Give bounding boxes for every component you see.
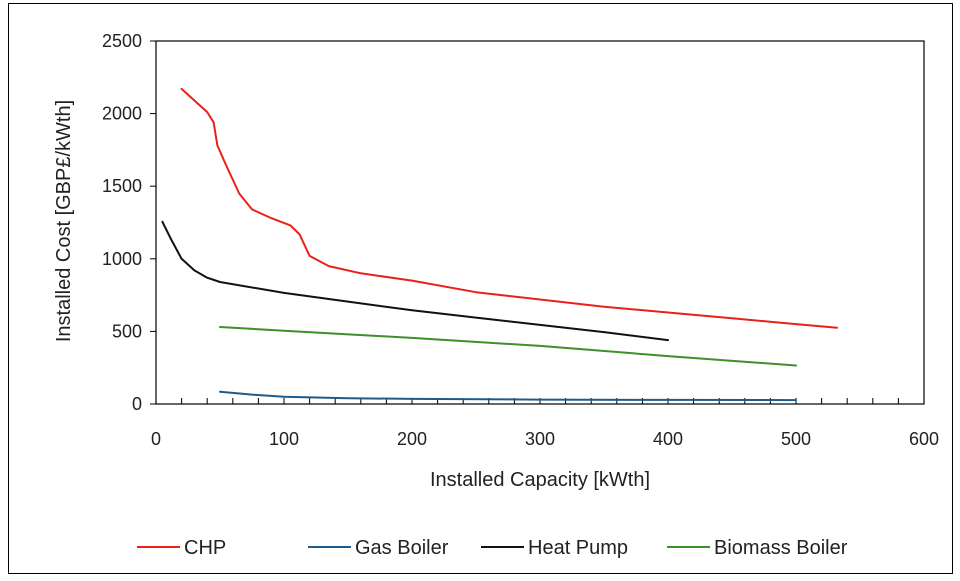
legend-label: Heat Pump (528, 537, 628, 559)
x-axis-title: Installed Capacity [kWth] (430, 469, 650, 491)
series-line-chp (180, 87, 838, 329)
chart-frame (8, 3, 953, 574)
y-tick-label: 2500 (102, 31, 142, 51)
legend-label: Gas Boiler (355, 537, 449, 559)
x-tick-label: 0 (151, 429, 161, 449)
y-tick-label: 1000 (102, 249, 142, 269)
x-tick-label: 200 (397, 429, 427, 449)
series-line-biomass-boiler (219, 326, 797, 367)
legend-label: CHP (184, 537, 226, 559)
y-tick-label: 2000 (102, 104, 142, 124)
y-axis-title: Installed Cost [GBP£/kWth] (53, 100, 75, 342)
x-tick-label: 100 (269, 429, 299, 449)
y-tick-label: 0 (132, 394, 142, 414)
x-tick-label: 600 (909, 429, 939, 449)
x-tick-label: 400 (653, 429, 683, 449)
series-line-gas-boiler (219, 390, 797, 402)
plot-border (155, 40, 925, 405)
x-tick-label: 300 (525, 429, 555, 449)
plot-area: 0 100 200 300 400 500 600 0 500 1000 1500 2000 2500 (102, 31, 939, 449)
series-line-heat-pump (161, 220, 669, 342)
y-tick-label: 500 (112, 321, 142, 341)
x-tick-label: 500 (781, 429, 811, 449)
legend-label: Biomass Boiler (714, 537, 848, 559)
y-tick-label: 1500 (102, 176, 142, 196)
legend: CHP Gas Boiler Heat Pump Biomass Boiler (137, 537, 848, 559)
